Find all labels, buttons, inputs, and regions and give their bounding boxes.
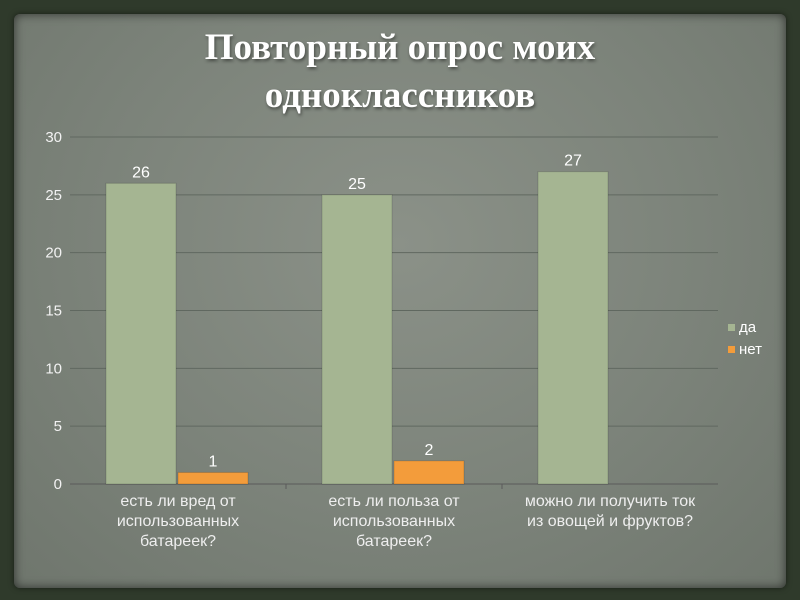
x-category-label: есть ли польза от (328, 493, 460, 510)
data-label: 27 (564, 153, 582, 170)
x-category-label: использованных (117, 513, 239, 530)
chart-title-line-2: одноклассников (264, 75, 536, 116)
x-category-label: батареек? (356, 533, 432, 550)
y-tick-label: 25 (45, 187, 62, 204)
x-category-label: батареек? (140, 533, 216, 550)
bar-нет-1 (177, 471, 249, 485)
x-category-label: из овощей и фруктов? (527, 513, 693, 530)
data-label: 1 (209, 453, 218, 470)
x-category-label: использованных (333, 513, 455, 530)
bar-да-1 (105, 182, 177, 485)
data-label: 26 (132, 164, 150, 181)
y-tick-label: 5 (54, 418, 62, 435)
y-tick-label: 15 (45, 303, 62, 320)
x-category-label: есть ли вред от (120, 493, 236, 510)
y-tick-label: 0 (54, 476, 62, 493)
legend-swatch-да (728, 324, 735, 331)
x-category-label: можно ли получить ток (525, 493, 696, 510)
data-label: 2 (425, 442, 434, 459)
data-label: 25 (348, 176, 366, 193)
bar-да-2 (321, 194, 393, 485)
chart-title-line-1: Повторный опрос моих (204, 27, 596, 68)
y-tick-label: 30 (45, 129, 62, 146)
bar-нет-2 (393, 460, 465, 485)
legend-label-нет: нет (739, 341, 762, 358)
bar-да-3 (537, 171, 609, 485)
legend-swatch-нет (728, 346, 735, 353)
legend-label-да: да (739, 319, 757, 336)
y-tick-label: 10 (45, 360, 62, 377)
y-tick-label: 20 (45, 245, 62, 262)
chart-title: Повторный опрос моих одноклассников (0, 24, 800, 120)
